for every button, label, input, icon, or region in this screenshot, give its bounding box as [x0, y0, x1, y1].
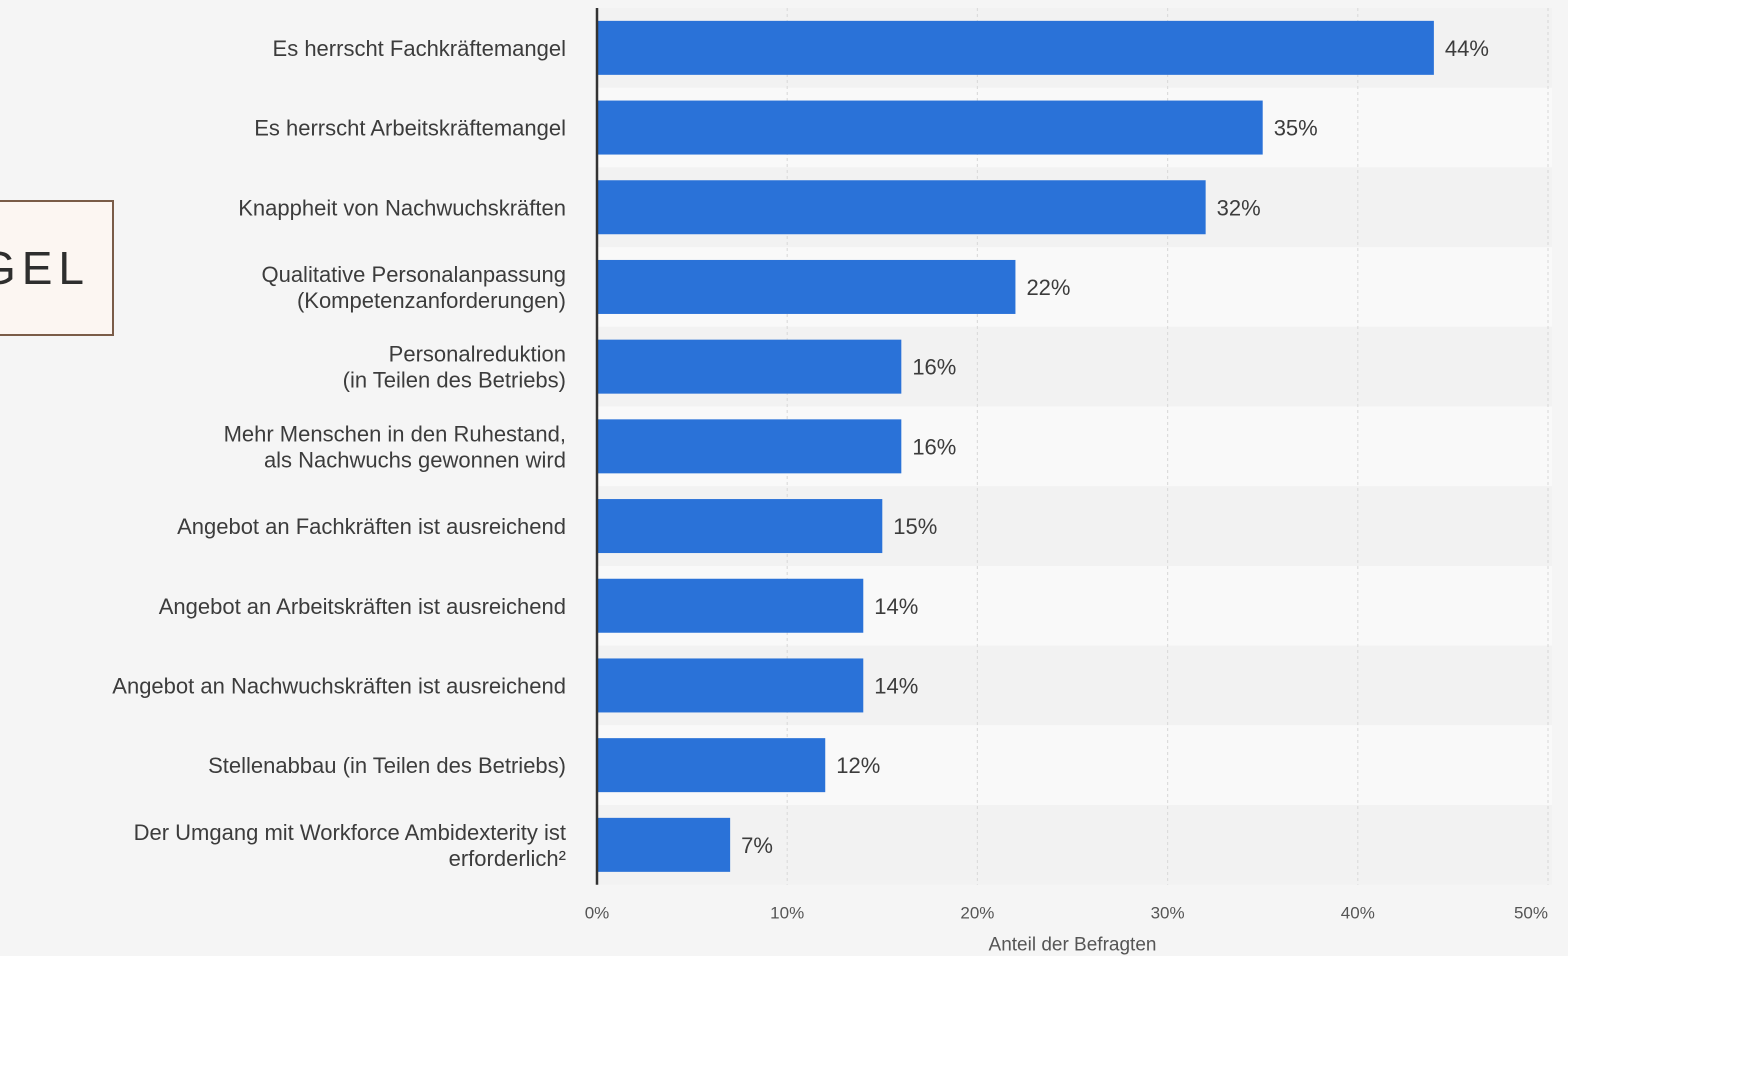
bars-group — [597, 20, 1434, 872]
x-tick-label: 0% — [585, 904, 610, 923]
overlay-label-text: GEL — [0, 242, 90, 294]
bar — [597, 339, 902, 394]
category-label-line: Personalreduktion — [389, 342, 566, 367]
value-label: 14% — [874, 673, 918, 698]
x-tick-label: 10% — [770, 904, 804, 923]
value-label: 15% — [893, 514, 937, 539]
x-tick-label: 30% — [1151, 904, 1185, 923]
category-label: Personalreduktion (in Teilen des Betriebs… — [343, 342, 566, 393]
bar — [597, 20, 1434, 75]
row-band — [597, 805, 1552, 885]
x-tick-label: 40% — [1341, 904, 1375, 923]
value-label: 32% — [1217, 195, 1261, 220]
category-label-line: Es herrscht Arbeitskräftemangel — [254, 116, 566, 141]
bar — [597, 499, 883, 554]
value-label: 44% — [1445, 36, 1489, 61]
x-axis-title: Anteil der Befragten — [989, 935, 1157, 956]
category-labels: Es herrscht Fachkräftemangel Es herrscht … — [112, 36, 566, 871]
category-label: Der Umgang mit Workforce Ambidexterity i… — [134, 820, 566, 871]
category-label-line: Es herrscht Fachkräftemangel — [273, 36, 566, 61]
overlay-label-box: GEL — [0, 200, 114, 336]
category-label-line: Knappheit von Nachwuchskräften — [238, 195, 566, 220]
value-label: 35% — [1274, 116, 1318, 141]
category-label-line: als Nachwuchs gewonnen wird — [264, 447, 566, 472]
category-label: Mehr Menschen in den Ruhestand, als Nachw… — [224, 421, 566, 472]
category-label-line: (Kompetenzanforderungen) — [297, 288, 566, 313]
x-tick-label: 50% — [1514, 904, 1548, 923]
bar — [597, 100, 1263, 155]
category-label-line: (in Teilen des Betriebs) — [343, 368, 566, 393]
category-label-line: erforderlich² — [449, 846, 566, 871]
category-label: Knappheit von Nachwuchskräften — [238, 195, 566, 220]
value-label: 7% — [741, 833, 773, 858]
category-label-line: Mehr Menschen in den Ruhestand, — [224, 421, 566, 446]
value-label: 22% — [1026, 275, 1070, 300]
chart-stage: 44% 35% 32% 22% 16% 16% 15% 14% 14% 12% 7% Es herr… — [0, 8, 1552, 956]
x-tick-labels: 0% 10% 20% 30% 40% 50% — [585, 904, 1548, 923]
category-label: Angebot an Arbeitskräften ist ausreichen… — [159, 594, 566, 619]
bar-chart: 44% 35% 32% 22% 16% 16% 15% 14% 14% 12% 7% Es herr… — [112, 8, 1552, 956]
category-label-line: Stellenabbau (in Teilen des Betriebs) — [208, 753, 566, 778]
category-label: Es herrscht Arbeitskräftemangel — [254, 116, 566, 141]
value-label: 12% — [836, 753, 880, 778]
x-tick-label: 20% — [960, 904, 994, 923]
bar — [597, 259, 1016, 314]
bar — [597, 658, 864, 713]
category-label: Qualitative Personalanpassung (Kompetenza… — [261, 262, 566, 313]
value-labels: 44% 35% 32% 22% 16% 16% 15% 14% 14% 12% 7% — [741, 36, 1489, 858]
bar — [597, 180, 1206, 235]
category-label: Stellenabbau (in Teilen des Betriebs) — [208, 753, 566, 778]
category-label-line: Angebot an Fachkräften ist ausreichend — [177, 514, 566, 539]
value-label: 14% — [874, 594, 918, 619]
category-label-line: Der Umgang mit Workforce Ambidexterity i… — [134, 820, 566, 845]
category-label-line: Angebot an Arbeitskräften ist ausreichen… — [159, 594, 566, 619]
category-label-line: Qualitative Personalanpassung — [261, 262, 566, 287]
category-label: Angebot an Fachkräften ist ausreichend — [177, 514, 566, 539]
bar — [597, 738, 826, 793]
category-label: Es herrscht Fachkräftemangel — [273, 36, 566, 61]
category-label: Angebot an Nachwuchskräften ist ausreich… — [112, 673, 566, 698]
bar — [597, 578, 864, 633]
category-label-line: Angebot an Nachwuchskräften ist ausreich… — [112, 673, 566, 698]
bar — [597, 817, 731, 872]
value-label: 16% — [912, 355, 956, 380]
bar — [597, 419, 902, 474]
value-label: 16% — [912, 434, 956, 459]
